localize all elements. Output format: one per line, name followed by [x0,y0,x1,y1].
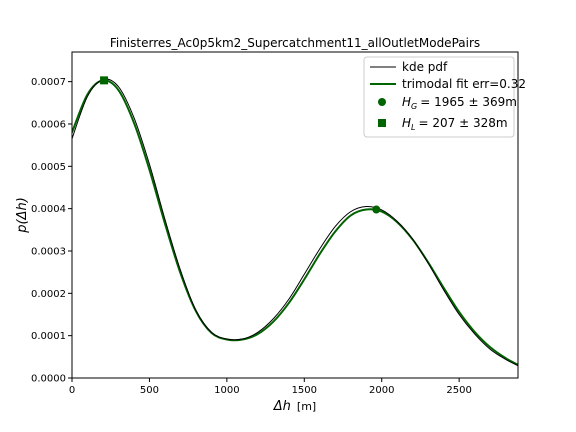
legend-hl-value: = 207 ± 328m [419,116,508,130]
series-line-trimodal-fit [72,79,518,366]
x-tick-label: 2000 [369,385,394,396]
y-tick-label: 0.0002 [31,289,66,300]
plot-frame [71,51,519,379]
y-tick-label: 0.0007 [31,77,66,88]
legend: kde pdf trimodal fit err=0.32 HG = 1965 ±… [363,56,526,138]
legend-hl-marker [378,119,386,127]
legend-hg-marker [378,98,386,106]
y-axis-ticks: 0.0000 0.0001 0.0002 0.0003 0.0004 0.0005 0.00… [31,77,72,385]
marker-h-l [100,76,109,85]
x-tick-label: 2500 [446,385,471,396]
y-tick-label: 0.0001 [31,331,66,342]
series-line-kde-pdf [72,78,518,367]
x-axis-label-unit: [m] [297,400,316,413]
x-tick-label: 500 [140,385,159,396]
x-tick-label: 1000 [214,385,239,396]
x-axis-label: Δh [m] [273,399,316,414]
y-tick-label: 0.0004 [31,204,66,215]
marker-h-g [372,205,381,214]
y-axis-label: p(Δh) [15,197,30,234]
x-tick-label: 1500 [292,385,317,396]
x-axis-label-symbol: Δh [273,399,291,414]
legend-fit-label: trimodal fit err=0.32 [402,77,526,91]
plot-area [72,76,518,367]
y-tick-label: 0.0006 [31,119,66,130]
legend-hl-label: HL = 207 ± 328m [402,116,508,132]
legend-kde-label: kde pdf [402,60,448,74]
y-tick-label: 0.0003 [31,246,66,257]
y-tick-label: 0.0000 [31,374,66,385]
x-tick-label: 0 [69,385,75,396]
y-tick-label: 0.0005 [31,162,66,173]
legend-box [363,56,515,138]
x-axis-ticks: 0 500 1000 1500 2000 2500 [69,378,472,396]
legend-hg-label: HG = 1965 ± 369m [402,95,517,111]
legend-hg-value: = 1965 ± 369m [420,95,517,109]
chart-title: Finisterres_Ac0p5km2_Supercatchment11_al… [110,36,480,50]
